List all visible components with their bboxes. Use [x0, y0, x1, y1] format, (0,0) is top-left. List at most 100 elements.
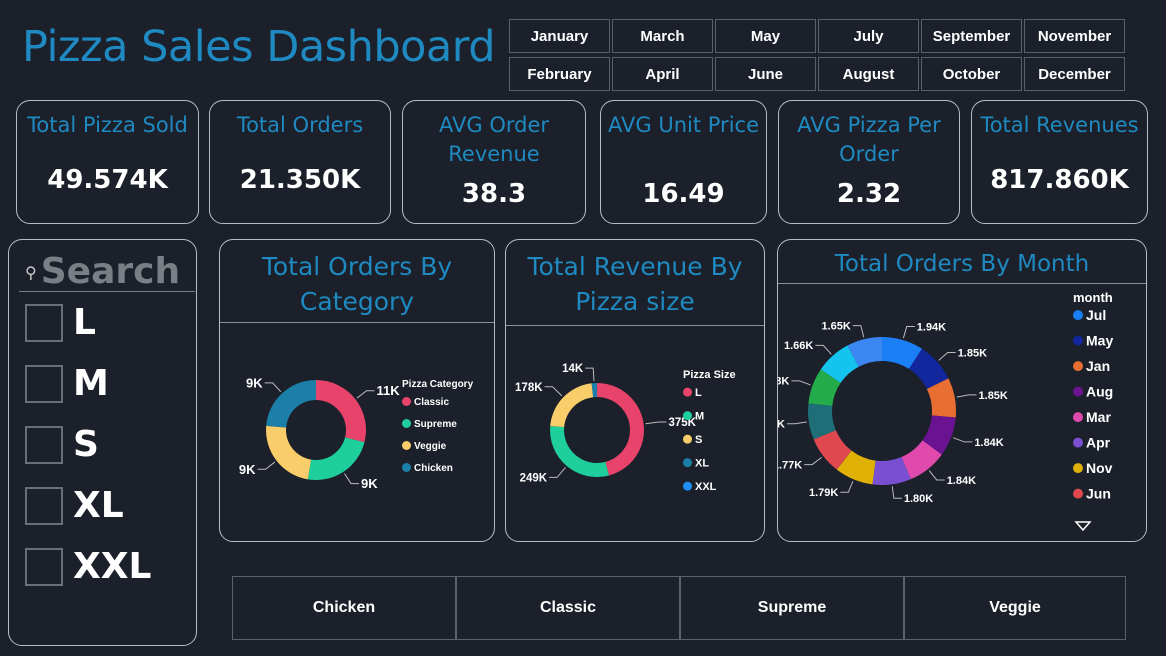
legend-marker — [1073, 488, 1083, 499]
kpi-title: AVG Pizza Per Order — [797, 113, 941, 166]
slicer-item-xl[interactable]: XL — [25, 485, 124, 526]
legend-title: Pizza Size — [683, 369, 736, 381]
donut-slice-jul[interactable] — [882, 337, 922, 369]
donut-slice-s[interactable] — [550, 383, 594, 428]
leader-line — [257, 461, 276, 470]
donut-slice-m[interactable] — [550, 425, 609, 477]
orders-by-month-chart: 1.94K 1.85K 1.85K 1.84K 1.84K 1.80K 1.79K 1.77K… — [778, 290, 1113, 532]
leader-line — [549, 467, 566, 478]
leader-line — [356, 390, 375, 399]
donut-slice-oct[interactable] — [808, 403, 836, 440]
kpi-value: 21.350K — [239, 165, 361, 195]
checkbox[interactable] — [25, 303, 63, 342]
slicer-item-s[interactable]: S — [25, 424, 99, 465]
kpi-title: AVG Order Revenue — [438, 113, 549, 166]
kpi-value: 2.32 — [836, 179, 902, 209]
leader-line — [938, 351, 956, 361]
donut-slice-classic[interactable] — [316, 380, 366, 443]
category-button-chicken[interactable]: Chicken — [232, 576, 456, 640]
legend-marker — [683, 411, 692, 421]
legend-item-aug[interactable]: Aug — [1086, 384, 1113, 400]
donut-slice-sep[interactable] — [808, 369, 841, 406]
data-label: 1.85K — [979, 390, 1008, 402]
legend-item-l[interactable]: L — [695, 387, 702, 399]
legend-item-jan[interactable]: Jan — [1086, 358, 1110, 374]
donut-slice-mar[interactable] — [901, 440, 942, 480]
month-button-august[interactable]: August — [818, 57, 919, 91]
donut-slice-aug[interactable] — [922, 415, 956, 455]
legend-item-m[interactable]: M — [695, 411, 704, 423]
data-label: 1.66K — [784, 340, 813, 352]
month-button-march[interactable]: March — [612, 19, 713, 53]
donut-slice-jan[interactable] — [926, 378, 956, 418]
donut-slice-nov[interactable] — [836, 450, 876, 485]
legend-marker — [683, 458, 692, 468]
category-button-classic[interactable]: Classic — [456, 576, 680, 640]
data-label: 1.94K — [917, 321, 946, 333]
legend-item-xl[interactable]: XL — [695, 458, 709, 470]
checkbox[interactable] — [25, 486, 63, 525]
month-button-january[interactable]: January — [509, 19, 610, 53]
donut-slice-feb[interactable] — [820, 345, 859, 383]
month-button-june[interactable]: June — [715, 57, 816, 91]
legend-item-veggie[interactable]: Veggie — [414, 441, 447, 452]
slicer-item-l[interactable]: L — [25, 302, 96, 343]
month-button-december[interactable]: December — [1024, 57, 1125, 91]
data-label: 14K — [562, 363, 584, 375]
legend-item-jun[interactable]: Jun — [1086, 486, 1111, 502]
leader-line — [791, 380, 811, 386]
month-button-february[interactable]: February — [509, 57, 610, 91]
donut-slice-dec[interactable] — [847, 337, 882, 367]
donut-slice-chicken[interactable] — [266, 380, 316, 428]
donut-slice-xl[interactable] — [591, 383, 597, 398]
category-button-supreme[interactable]: Supreme — [680, 576, 904, 640]
month-button-july[interactable]: July — [818, 19, 919, 53]
slicer-search-box[interactable]: ⚲ Search — [19, 252, 195, 292]
data-label: 1.79K — [809, 487, 838, 499]
legend-item-mar[interactable]: Mar — [1086, 409, 1111, 425]
category-button-veggie[interactable]: Veggie — [904, 576, 1126, 640]
data-label: 1.85K — [958, 347, 987, 359]
chart-card-orders-by-month: Total Orders By Month 1.94K 1.85K 1.85K 1.8… — [777, 239, 1147, 542]
donut-slice-apr[interactable] — [872, 457, 911, 485]
leader-line — [804, 456, 823, 466]
donut-slice-veggie[interactable] — [266, 425, 312, 480]
legend-item-classic[interactable]: Classic — [414, 397, 449, 408]
checkbox[interactable] — [25, 364, 63, 403]
legend-item-supreme[interactable]: Supreme — [414, 419, 457, 430]
legend-marker — [1073, 386, 1083, 397]
legend-item-may[interactable]: May — [1086, 333, 1113, 349]
legend-item-apr[interactable]: Apr — [1086, 435, 1111, 451]
kpi-card-total-revenues: Total Revenues 817.860K — [971, 100, 1148, 224]
legend-item-jul[interactable]: Jul — [1086, 307, 1106, 323]
data-label: 1.69K — [778, 419, 785, 431]
month-button-may[interactable]: May — [715, 19, 816, 53]
month-button-november[interactable]: November — [1024, 19, 1125, 53]
month-button-september[interactable]: September — [921, 19, 1022, 53]
slicer-item-m[interactable]: M — [25, 363, 109, 404]
legend-item-s[interactable]: S — [695, 434, 702, 446]
kpi-title: AVG Unit Price — [608, 113, 759, 137]
donut-slice-l[interactable] — [597, 383, 644, 476]
leader-line — [786, 421, 807, 425]
slicer-item-label: XL — [73, 485, 124, 526]
month-button-april[interactable]: April — [612, 57, 713, 91]
legend-item-xxl[interactable]: XXL — [695, 481, 717, 493]
data-label: 1.68K — [778, 376, 789, 388]
slicer-item-xxl[interactable]: XXL — [25, 546, 151, 587]
month-button-october[interactable]: October — [921, 57, 1022, 91]
leader-line — [264, 382, 282, 393]
legend-item-nov[interactable]: Nov — [1086, 460, 1113, 476]
legend-scroll-down-icon[interactable] — [1074, 521, 1092, 532]
chart-title: Total Revenue By Pizza size — [527, 252, 743, 316]
legend-item-chicken[interactable]: Chicken — [414, 463, 453, 474]
legend-title: month — [1073, 290, 1113, 305]
donut-slice-supreme[interactable] — [307, 437, 365, 480]
checkbox[interactable] — [25, 547, 63, 586]
slicer-item-label: L — [73, 302, 96, 343]
donut-slice-jun[interactable] — [813, 430, 852, 470]
kpi-value: 817.860K — [990, 165, 1129, 195]
checkbox[interactable] — [25, 425, 63, 464]
data-label: 11K — [377, 383, 401, 398]
donut-slice-may[interactable] — [909, 348, 949, 389]
